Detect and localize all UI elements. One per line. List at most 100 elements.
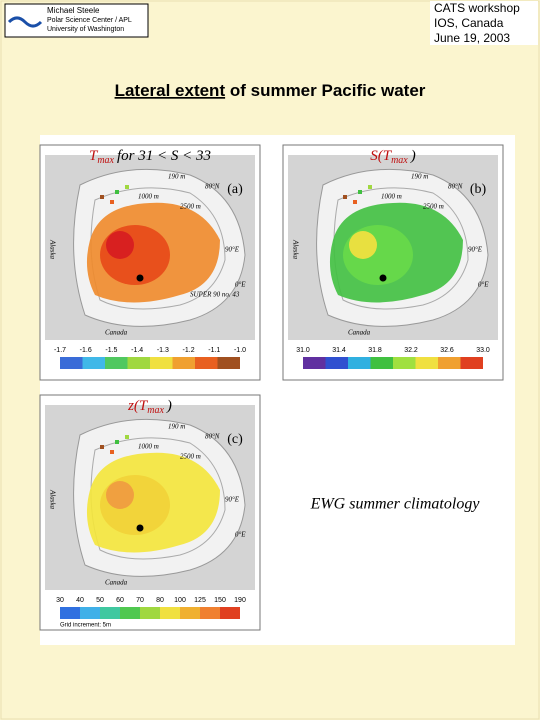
title-rest: ) <box>166 398 172 414</box>
data-field-center <box>106 231 134 259</box>
grid-dot <box>343 195 347 199</box>
map-label: 90°E <box>468 246 483 254</box>
map-label: 190 m <box>168 423 185 431</box>
colorbar-tick-label: -1.7 <box>54 347 66 354</box>
colorbar-segment <box>195 357 218 369</box>
grid-dot <box>125 435 129 439</box>
title-underlined: Lateral extent <box>115 81 226 100</box>
colorbar-segment <box>348 357 371 369</box>
colorbar-segment <box>60 607 80 619</box>
colorbar-segment <box>100 607 120 619</box>
affiliation-line: University of Washington <box>47 26 124 33</box>
panel-title: z(Tmax) <box>127 398 172 416</box>
colorbar-segment <box>325 357 348 369</box>
colorbar-segment <box>415 357 438 369</box>
colorbar-segment <box>105 357 128 369</box>
map-panel: S(Tmax) (b) 190 m 1000 m 2500 m 80°N 90°E 0°E Al… <box>282 144 504 381</box>
map-panel: z(Tmax) (c) 190 m 1000 m 2500 m 80°N 90°E 0°E Al… <box>39 394 261 631</box>
colorbar-tick-label: 32.6 <box>440 347 454 354</box>
map-label: 90°E <box>225 246 240 254</box>
map-label: Canada <box>348 329 371 337</box>
colorbar-segment <box>172 357 195 369</box>
title-symbol: z(T <box>127 398 149 414</box>
colorbar-tick-label: 80 <box>156 597 164 604</box>
colorbar-segment <box>460 357 483 369</box>
grid-dot <box>100 195 104 199</box>
colorbar-tick-label: 31.8 <box>368 347 382 354</box>
colorbar-segment <box>393 357 416 369</box>
panel-label: (c) <box>227 432 243 447</box>
colorbar-segment <box>160 607 180 619</box>
colorbar-tick-label: -1.6 <box>80 347 92 354</box>
grid-dot <box>100 445 104 449</box>
colorbar-segment <box>140 607 160 619</box>
map-label: 190 m <box>411 173 428 181</box>
map-label: 190 m <box>168 173 185 181</box>
colorbar-tick-label: 31.0 <box>296 347 310 354</box>
data-field-center <box>349 231 377 259</box>
colorbar-tick-label: 70 <box>136 597 144 604</box>
colorbar-segment <box>150 357 173 369</box>
colorbar-tick-label: 32.2 <box>404 347 418 354</box>
colorbar-tick-label: 50 <box>96 597 104 604</box>
colorbar-segment <box>220 607 240 619</box>
colorbar-tick-label: -1.4 <box>131 347 143 354</box>
colorbar-tick-label: -1.5 <box>105 347 117 354</box>
colorbar-segment <box>217 357 240 369</box>
logo-box <box>4 3 149 38</box>
colorbar-tick-label: -1.2 <box>183 347 195 354</box>
title-rest: of summer Pacific water <box>230 81 426 100</box>
colorbar-tick-label: -1.1 <box>208 347 220 354</box>
colorbar-segment <box>60 357 83 369</box>
map-label: 1000 m <box>381 193 402 201</box>
grid-dot <box>353 200 357 204</box>
map-label: Alaska <box>48 239 56 260</box>
colorbar-tick-label: 60 <box>116 597 124 604</box>
colorbar-segment <box>180 607 200 619</box>
grid-dot <box>115 440 119 444</box>
title-rest: ) <box>410 148 416 164</box>
colorbar-tick-label: 40 <box>76 597 84 604</box>
slide-title: Lateral extent of summer Pacific water <box>115 81 426 100</box>
map-label: 2500 m <box>423 203 444 211</box>
map-label: SUPER 90 no. 43 <box>190 291 240 299</box>
colorbar-segment <box>200 607 220 619</box>
station-marker <box>136 524 144 532</box>
station-marker <box>136 274 144 282</box>
title-symbol: S(T <box>370 148 392 164</box>
colorbar-segment <box>370 357 393 369</box>
colorbar-segment <box>127 357 150 369</box>
affiliation-line: Polar Science Center / APL <box>47 17 132 24</box>
panel-label: (b) <box>470 182 487 197</box>
colorbar-tick-label: 125 <box>194 597 206 604</box>
map-label: 1000 m <box>138 443 159 451</box>
colorbar-tick-label: -1.0 <box>234 347 246 354</box>
map-label: 2500 m <box>180 453 201 461</box>
grid-dot <box>125 185 129 189</box>
figure-note: EWG summer climatology <box>310 496 481 513</box>
workshop-line: IOS, Canada <box>434 16 504 30</box>
workshop-line: June 19, 2003 <box>434 31 510 45</box>
colorbar-tick-label: 33.0 <box>476 347 490 354</box>
panel-label: (a) <box>227 182 243 197</box>
panel-title: S(Tmax) <box>370 148 416 166</box>
map-panel: Tmax for 31 < S < 33 (a) 190 m 1000 m 2500 m 8… <box>39 144 261 381</box>
station-marker <box>379 274 387 282</box>
map-label: 80°N <box>205 183 220 191</box>
title-rest: for 31 < S < 33 <box>117 148 211 164</box>
grid-dot <box>368 185 372 189</box>
colorbar-tick-label: 190 <box>234 597 246 604</box>
panel-title: Tmax for 31 < S < 33 <box>89 148 211 166</box>
title-subscript: max <box>147 405 164 416</box>
colorbar-segment <box>120 607 140 619</box>
map-label: 80°N <box>448 183 463 191</box>
colorbar-tick-label: 100 <box>174 597 186 604</box>
colorbar-tick-label: 150 <box>214 597 226 604</box>
title-subscript: max <box>391 155 408 166</box>
colorbar-segment <box>303 357 326 369</box>
colorbar-note: Grid increment: 5m <box>60 623 111 629</box>
data-field-center <box>106 481 134 509</box>
map-label: 0°E <box>478 281 489 289</box>
